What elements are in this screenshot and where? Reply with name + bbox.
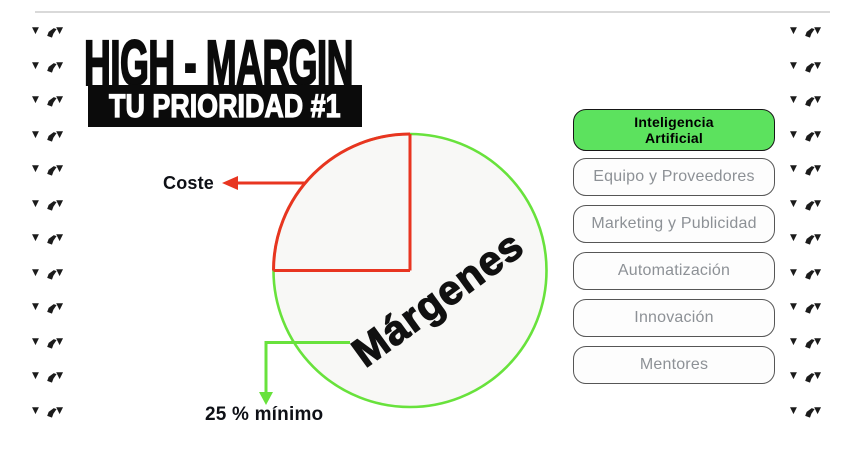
- topic-button-marketing-y-publicidad[interactable]: Marketing y Publicidad: [573, 205, 775, 243]
- topic-button-automatizacion[interactable]: Automatización: [573, 252, 775, 290]
- topics-list: Inteligencia Artificial Equipo y Proveed…: [573, 109, 775, 393]
- coste-label: Coste: [163, 173, 215, 193]
- triangle-comma-motif-icon: ▼ ▼,: [790, 161, 821, 197]
- topic-button-label: Marketing y Publicidad: [591, 215, 757, 232]
- topic-button-equipo-y-proveedores[interactable]: Equipo y Proveedores: [573, 158, 775, 196]
- triangle-comma-motif-icon: ▼ ▼,: [790, 92, 821, 128]
- topic-button-label: Automatización: [617, 262, 731, 279]
- topic-button-inteligencia-artificial[interactable]: Inteligencia Artificial: [573, 109, 775, 151]
- triangle-comma-motif-icon: ▼ ▼,: [32, 195, 63, 232]
- triangle-comma-motif-icon: ▼ ▼,: [790, 333, 821, 370]
- triangle-comma-motif-icon: ▼ ▼,: [32, 264, 63, 301]
- minimo-arrow-line: [264, 341, 350, 394]
- triangle-comma-motif-icon: ▼ ▼,: [790, 264, 821, 301]
- triangle-comma-motif-icon: ▼ ▼,: [790, 402, 821, 439]
- triangle-comma-motif-icon: ▼ ▼,: [32, 23, 63, 59]
- coste-arrowhead: [222, 176, 238, 190]
- triangle-comma-motif-icon: ▼ ▼,: [790, 368, 821, 404]
- topic-button-innovacion[interactable]: Innovación: [573, 299, 775, 337]
- topic-button-label: Inteligencia Artificial: [634, 113, 714, 146]
- topic-button-label: Equipo y Proveedores: [593, 168, 755, 185]
- topic-button-label: Innovación: [634, 309, 714, 326]
- triangle-comma-motif-icon: ▼ ▼,: [32, 92, 63, 128]
- triangle-comma-motif-icon: ▼ ▼,: [790, 126, 821, 163]
- right-decorative-pattern: ▼ ▼, ▼ ▼, ▼ ▼, ▼ ▼, ▼ ▼, ▼ ▼, ▼ ▼, ▼ ▼, ▼ ▼, ▼ ▼, ▼ ▼, ▼ ▼,: [790, 23, 821, 441]
- margenes-label: Márgenes: [343, 221, 533, 377]
- subtitle-text: TU PRIORIDAD #1: [109, 88, 342, 124]
- triangle-comma-motif-icon: ▼ ▼,: [790, 23, 821, 59]
- triangle-comma-motif-icon: ▼ ▼,: [32, 161, 63, 197]
- left-decorative-pattern: ▼ ▼, ▼ ▼, ▼ ▼, ▼ ▼, ▼ ▼, ▼ ▼, ▼ ▼, ▼ ▼, ▼ ▼, ▼ ▼, ▼ ▼, ▼ ▼,: [32, 23, 63, 441]
- triangle-comma-motif-icon: ▼ ▼,: [790, 230, 821, 266]
- triangle-comma-motif-icon: ▼ ▼,: [32, 230, 63, 266]
- subtitle-banner: TU PRIORIDAD #1: [88, 85, 362, 127]
- topic-button-mentores[interactable]: Mentores: [573, 346, 775, 384]
- triangle-comma-motif-icon: ▼ ▼,: [32, 57, 63, 94]
- minimo-label: 25 % mínimo: [205, 404, 324, 425]
- triangle-comma-motif-icon: ▼ ▼,: [32, 299, 63, 335]
- triangle-comma-motif-icon: ▼ ▼,: [32, 333, 63, 370]
- triangle-comma-motif-icon: ▼ ▼,: [790, 57, 821, 94]
- topic-button-label: Mentores: [639, 356, 709, 373]
- triangle-comma-motif-icon: ▼ ▼,: [790, 299, 821, 335]
- top-divider-line: [35, 11, 830, 13]
- triangle-comma-motif-icon: ▼ ▼,: [32, 126, 63, 163]
- triangle-comma-motif-icon: ▼ ▼,: [32, 368, 63, 404]
- triangle-comma-motif-icon: ▼ ▼,: [32, 402, 63, 439]
- triangle-comma-motif-icon: ▼ ▼,: [790, 195, 821, 232]
- pie-quadrant-arc-coste: [272, 132, 411, 271]
